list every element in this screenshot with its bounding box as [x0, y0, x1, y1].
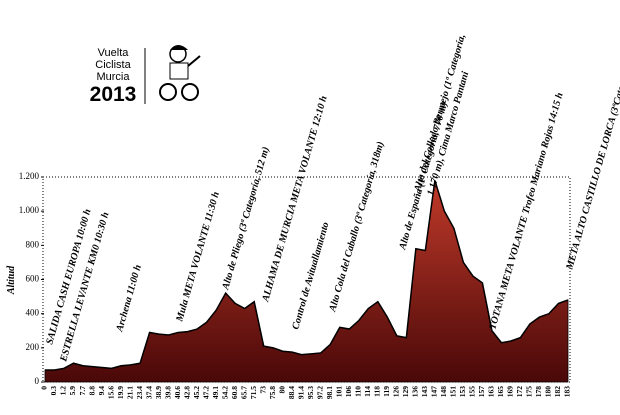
- x-tick-label: 169: [506, 386, 515, 398]
- x-tick-label: 21.1: [125, 386, 134, 399]
- x-tick-label: 153: [458, 386, 467, 398]
- y-tick-label: 800: [26, 239, 40, 249]
- x-tick-label: 118: [373, 386, 382, 397]
- x-tick-label: 0: [40, 386, 49, 390]
- annotation: Alto de Pliego (3ª Categoría, 512 m): [220, 146, 272, 292]
- logo-year: 2013: [90, 83, 137, 106]
- x-tick-label: 172: [515, 386, 524, 398]
- x-tick-label: 95.3: [306, 386, 315, 399]
- x-tick-label: 5.9: [68, 386, 77, 396]
- x-tick-label: 7.7: [78, 386, 87, 396]
- x-tick-label: 151: [449, 386, 458, 398]
- annotation: Alto Cola del Caballo (3ª Categoría, 318…: [327, 140, 386, 313]
- profile-line: [45, 180, 569, 371]
- x-tick-label: 165: [496, 386, 505, 398]
- x-tick-label: 91.4: [296, 386, 305, 399]
- x-tick-label: 49.1: [211, 386, 220, 399]
- x-tick-label: 88.4: [287, 386, 296, 399]
- y-tick-label: 400: [26, 308, 40, 318]
- x-tick-label: 114: [363, 386, 372, 397]
- annotation: ALHAMA DE MURCIA META VOLANTE 12:10 h: [260, 94, 330, 304]
- x-tick-label: 101: [335, 386, 344, 398]
- x-tick-label: 182: [553, 386, 562, 398]
- x-tick-label: 129: [401, 386, 410, 398]
- x-tick-label: 119: [382, 386, 391, 397]
- wheel: [159, 83, 177, 101]
- x-tick-label: 136: [411, 386, 420, 398]
- y-tick-label: 1.200: [19, 171, 40, 181]
- x-tick-label: 73: [258, 386, 267, 394]
- x-tick-label: 9.4: [97, 386, 106, 396]
- x-tick-label: 38.9: [154, 386, 163, 399]
- x-tick-label: 110: [354, 386, 363, 397]
- x-tick-label: 97.2: [315, 386, 324, 399]
- x-tick-label: 37.4: [144, 386, 153, 399]
- x-tick-label: 98.1: [325, 386, 334, 399]
- logo: Vuelta Ciclista Murcia 2013: [90, 45, 201, 106]
- x-tick-label: 65.7: [239, 386, 248, 399]
- x-tick-label: 42.8: [182, 386, 191, 399]
- x-tick-label: 163: [487, 386, 496, 398]
- x-tick-label: 54.2: [220, 386, 229, 399]
- annotation: Archena 11:00 h: [114, 263, 144, 334]
- y-tick-label: 600: [26, 274, 40, 284]
- annotation: Mula META VOLANTE 11:30 h: [174, 190, 222, 324]
- x-tick-label: 39.8: [163, 386, 172, 399]
- x-tick-label: 8.8: [87, 386, 96, 396]
- arm: [187, 55, 201, 67]
- annotation: Control de Avituallamiento: [290, 221, 331, 331]
- x-tick-label: 143: [420, 386, 429, 398]
- logo-text: Murcia: [96, 71, 130, 83]
- x-tick-label: 126: [392, 386, 401, 398]
- x-tick-label: 19.9: [116, 386, 125, 399]
- logo-text: Vuelta: [98, 47, 130, 59]
- annotation: META ALTO CASTILLO DE LORCA (3ªCategoría…: [564, 1, 620, 271]
- x-tick-label: 148: [439, 386, 448, 398]
- x-tick-label: 40.6: [173, 386, 182, 399]
- x-tick-label: 157: [477, 386, 486, 398]
- y-axis-label: Altitud: [6, 265, 17, 295]
- x-tick-label: 60.8: [230, 386, 239, 399]
- x-tick-label: 71.5: [249, 386, 258, 399]
- x-tick-label: 178: [534, 386, 543, 398]
- x-tick-label: 0.3: [49, 386, 58, 396]
- x-tick-label: 175: [525, 386, 534, 398]
- annotation: TOTANA META VOLANTE Trofeo Mariano Rojas…: [487, 91, 565, 331]
- x-tick-label: 45.2: [192, 386, 201, 399]
- y-tick-label: 0: [35, 376, 40, 386]
- x-tick-label: 155: [468, 386, 477, 398]
- x-tick-label: 75.8: [268, 386, 277, 399]
- x-tick-label: 15.6: [106, 386, 115, 399]
- y-tick-label: 1.000: [19, 205, 40, 215]
- x-tick-label: 1.2: [59, 386, 68, 396]
- x-tick-label: 183: [563, 386, 572, 398]
- x-tick-label: 23.4: [135, 386, 144, 399]
- logo-text: Ciclista: [95, 59, 131, 71]
- x-tick-label: 80: [277, 386, 286, 394]
- x-tick-label: 147: [430, 386, 439, 398]
- body: [169, 62, 189, 80]
- x-tick-label: 47.2: [201, 386, 210, 399]
- x-tick-label: 180: [544, 386, 553, 398]
- hair: [170, 45, 188, 50]
- wheel: [181, 83, 199, 101]
- x-tick-label: 106: [344, 386, 353, 398]
- y-tick-label: 200: [26, 342, 40, 352]
